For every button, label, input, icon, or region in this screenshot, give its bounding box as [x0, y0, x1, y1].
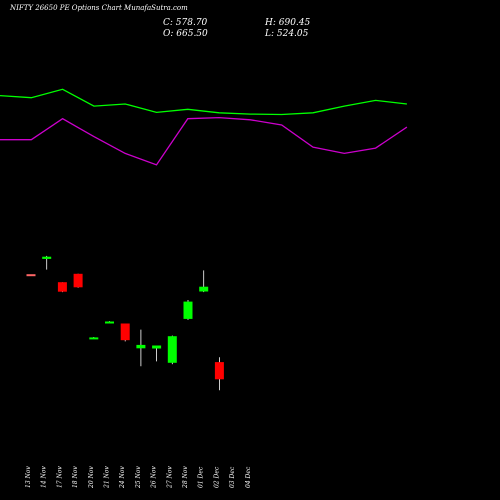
candle-body — [57, 282, 67, 292]
lower-indicator-line — [0, 116, 408, 166]
x-tick-label: 21 Nov — [104, 466, 111, 489]
candle-body — [136, 344, 146, 349]
close-value: C: 578.70 — [163, 18, 208, 28]
low-value: L: 524.05 — [265, 29, 309, 39]
x-tick-label: 13 Nov — [25, 466, 32, 488]
x-tick-label: 28 Nov — [182, 466, 189, 489]
candle-body — [167, 336, 177, 363]
candle-body — [214, 362, 224, 380]
x-tick-label: 04 Dec — [245, 466, 252, 488]
chart-title: NIFTY 26650 PE Options Chart MunafaSutra… — [10, 4, 188, 12]
open-value: O: 665.50 — [163, 29, 208, 39]
candle-body — [183, 301, 193, 319]
candle-body — [26, 274, 36, 277]
x-tick-label: 14 Nov — [41, 466, 48, 488]
x-tick-label: 01 Dec — [198, 466, 205, 488]
x-tick-label: 03 Dec — [229, 466, 236, 488]
x-tick-label: 26 Nov — [151, 466, 158, 489]
candle-body — [89, 337, 99, 340]
x-tick-label: 25 Nov — [135, 466, 142, 489]
x-tick-label: 17 Nov — [56, 466, 63, 488]
candle-body — [42, 256, 52, 259]
candle-body — [152, 345, 162, 349]
x-tick-label: 24 Nov — [119, 466, 126, 489]
x-tick-label: 20 Nov — [88, 466, 95, 489]
candle-body — [105, 321, 114, 324]
x-tick-label: 27 Nov — [166, 466, 173, 489]
x-tick-label: 02 Dec — [213, 466, 220, 488]
candle-body — [120, 323, 130, 341]
upper-indicator-line — [0, 88, 407, 116]
high-value: H: 690.45 — [265, 18, 311, 28]
candle-body — [73, 273, 83, 288]
candle-body — [199, 286, 209, 292]
x-tick-label: 18 Nov — [72, 466, 79, 488]
